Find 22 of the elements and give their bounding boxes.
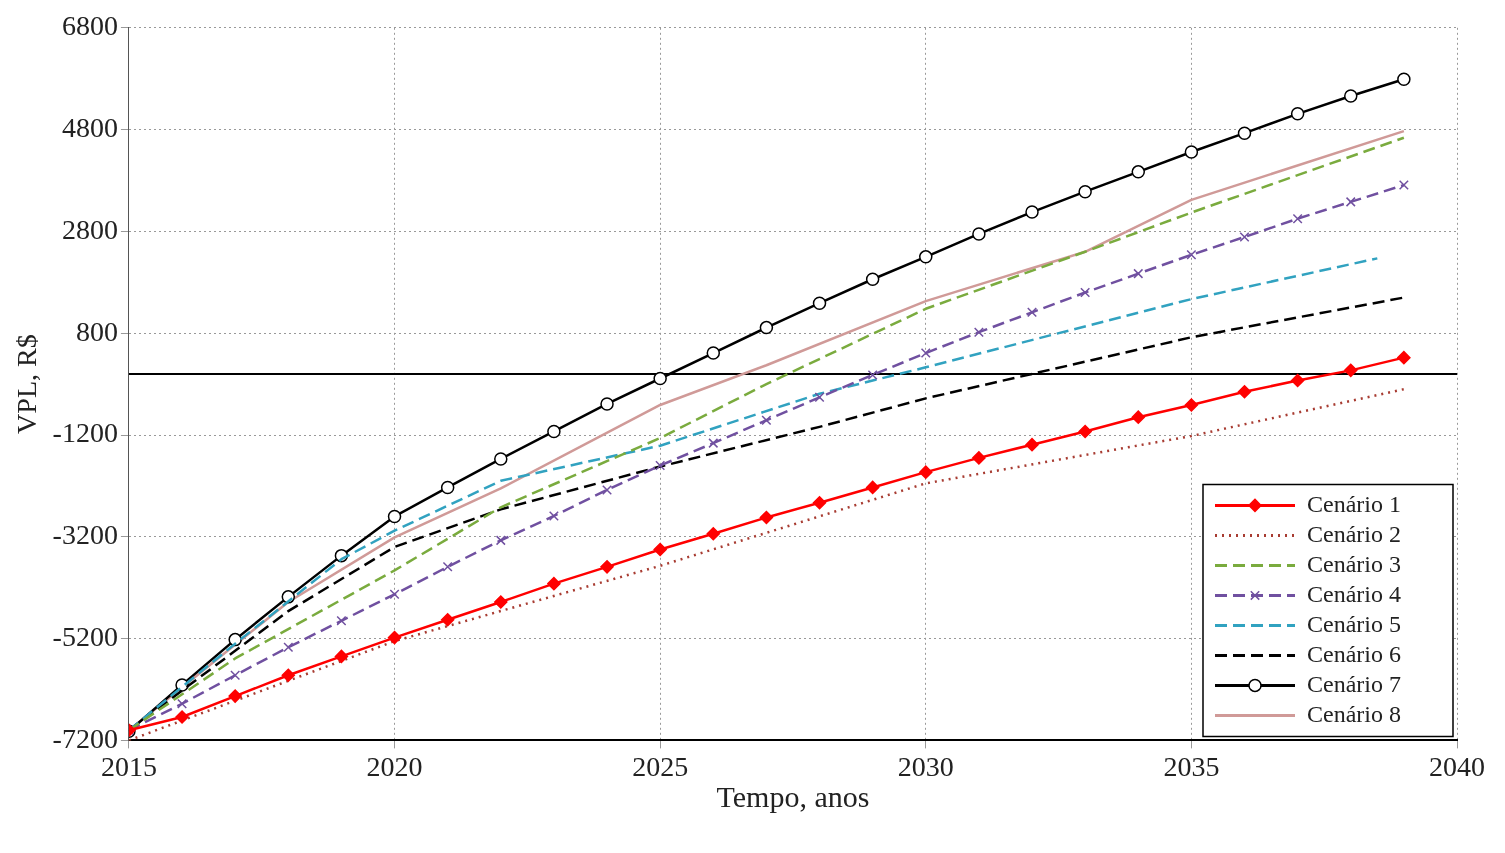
legend-label: Cenário 7: [1307, 670, 1401, 697]
y-tick-label: 2800: [61, 213, 118, 245]
y-tick-label: 6800: [61, 10, 118, 42]
x-tick-label: 2020: [366, 750, 423, 782]
x-tick-label: 2035: [1163, 750, 1220, 782]
y-tick-label: -3200: [52, 519, 118, 551]
x-tick-label: 2040: [1429, 750, 1485, 782]
legend-label: Cenário 8: [1307, 700, 1401, 727]
legend-label: Cenário 4: [1307, 580, 1401, 607]
x-tick-label: 2025: [632, 750, 689, 782]
legend-label: Cenário 6: [1307, 640, 1401, 667]
x-axis-title: Tempo, anos: [716, 780, 870, 814]
y-tick-label: -5200: [52, 620, 118, 652]
legend-label: Cenário 3: [1307, 550, 1401, 577]
x-tick-label: 2030: [897, 750, 954, 782]
y-axis-title: VPL, R$: [11, 334, 43, 434]
y-tick-label: -1200: [52, 417, 118, 449]
legend-label: Cenário 1: [1307, 490, 1401, 517]
y-tick-label: 4800: [61, 111, 118, 143]
legend-label: Cenário 2: [1307, 520, 1401, 547]
y-tick-label: 800: [75, 315, 118, 347]
legend-label: Cenário 5: [1307, 610, 1401, 637]
